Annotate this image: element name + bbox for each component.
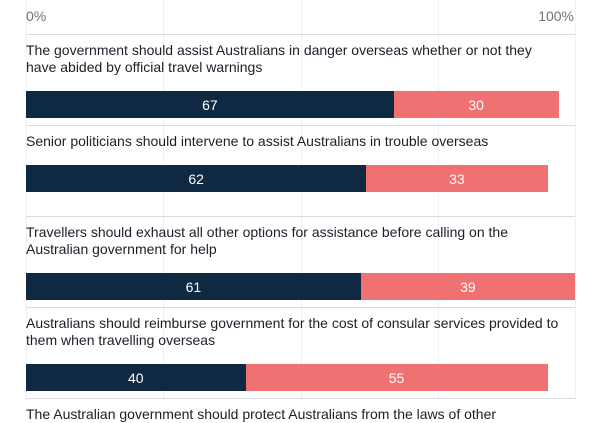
row-separator bbox=[26, 307, 575, 308]
gridline bbox=[437, 0, 439, 400]
bar-segment-second: 30 bbox=[393, 91, 559, 118]
gridline bbox=[163, 0, 165, 400]
stacked-bar-chart: 0% 100% The government should assist Austr… bbox=[26, 0, 576, 422]
gridline bbox=[300, 0, 302, 400]
row-separator bbox=[26, 125, 575, 126]
bar-segment-second: 55 bbox=[245, 364, 548, 391]
row-separator bbox=[26, 216, 575, 217]
statement-label: The Australian government should protect… bbox=[26, 406, 497, 422]
row-separator bbox=[26, 398, 575, 399]
x-axis-tick-end: 100% bbox=[538, 8, 574, 24]
bar-segment-second: 33 bbox=[366, 165, 548, 192]
bar-segment-first: 67 bbox=[26, 91, 394, 118]
statement-label: Travellers should exhaust all other opti… bbox=[26, 224, 508, 257]
bar-segment-first: 40 bbox=[26, 364, 246, 391]
statement-label: Australians should reimburse government … bbox=[26, 315, 559, 348]
bar-segment-first: 62 bbox=[26, 165, 367, 192]
bar-segment-first: 61 bbox=[26, 273, 361, 300]
bar-segment-second: 39 bbox=[360, 273, 575, 300]
statement-label: The government should assist Australians… bbox=[26, 42, 532, 75]
gridline bbox=[575, 0, 576, 400]
x-axis-tick-start: 0% bbox=[26, 8, 47, 24]
gridline bbox=[26, 0, 27, 400]
row-separator bbox=[26, 34, 575, 35]
statement-label: Senior politicians should intervene to a… bbox=[26, 133, 489, 149]
